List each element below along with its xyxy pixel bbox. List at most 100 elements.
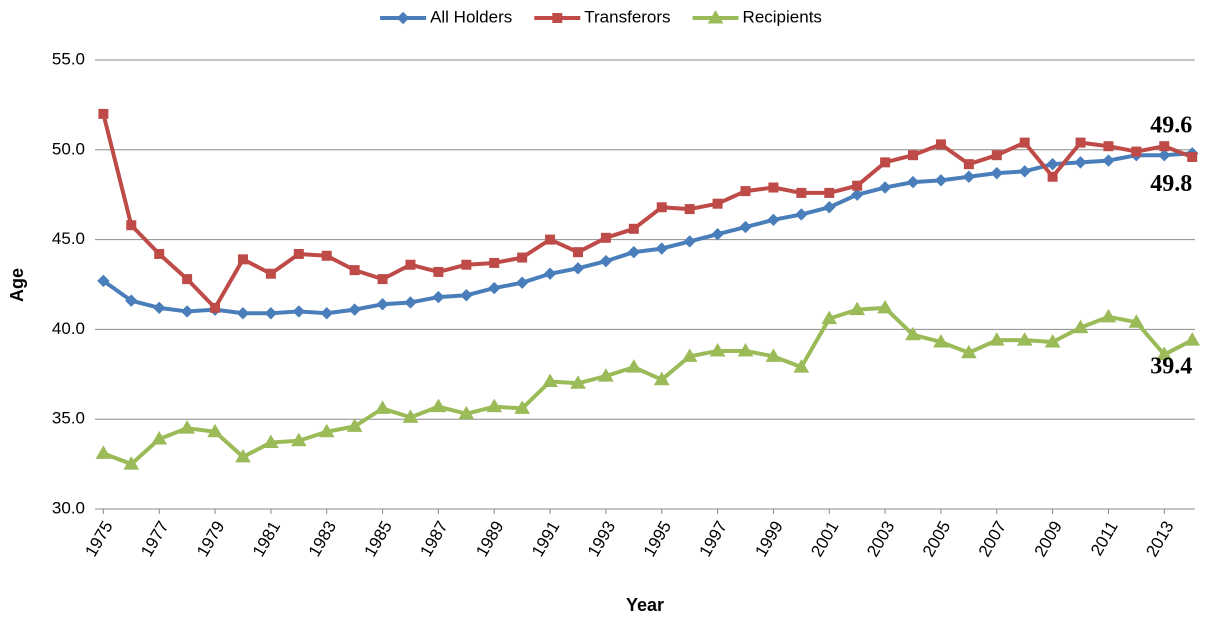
data-point xyxy=(628,223,639,234)
data-point xyxy=(625,359,642,373)
data-point xyxy=(906,175,920,189)
x-tick-label: 1985 xyxy=(361,518,396,560)
data-point xyxy=(1184,332,1201,346)
data-point xyxy=(154,248,165,259)
x-tick-label: 2005 xyxy=(919,518,954,560)
data-point xyxy=(878,181,892,194)
data-point xyxy=(600,232,611,243)
data-point xyxy=(1159,141,1170,152)
data-point xyxy=(432,290,445,304)
data-point xyxy=(1102,154,1115,167)
data-point xyxy=(905,326,921,341)
x-tick-label: 1977 xyxy=(137,518,172,560)
end-label: 39.4 xyxy=(1150,354,1192,380)
data-point xyxy=(1075,137,1086,148)
data-point xyxy=(515,276,529,289)
data-point xyxy=(125,294,138,307)
data-point xyxy=(1072,319,1089,334)
data-point xyxy=(627,245,641,259)
data-point xyxy=(374,400,391,414)
data-point xyxy=(349,265,360,276)
data-point xyxy=(795,208,808,221)
data-point xyxy=(405,259,416,270)
x-tick-label: 1981 xyxy=(249,518,284,560)
data-point xyxy=(1103,141,1114,152)
data-point xyxy=(877,299,893,314)
data-point xyxy=(934,174,948,187)
data-point xyxy=(237,254,248,265)
x-tick-label: 1993 xyxy=(584,518,619,560)
data-point xyxy=(207,423,223,438)
series-line xyxy=(102,151,1193,316)
data-point xyxy=(908,150,919,161)
data-point xyxy=(545,234,556,245)
data-point xyxy=(514,400,531,414)
data-point xyxy=(849,301,866,316)
data-point xyxy=(796,187,807,198)
legend-item: Transferors xyxy=(534,7,671,26)
x-tick-label: 2007 xyxy=(975,518,1010,560)
data-point xyxy=(290,432,307,447)
data-point xyxy=(320,307,333,320)
legend-label: Recipients xyxy=(743,7,822,26)
data-point xyxy=(823,201,836,214)
data-point xyxy=(461,259,472,270)
data-point xyxy=(1044,333,1061,348)
data-point xyxy=(235,448,251,463)
data-point xyxy=(488,281,501,295)
data-point xyxy=(98,108,109,119)
data-point xyxy=(321,250,332,261)
data-point xyxy=(97,274,110,288)
data-point xyxy=(123,456,140,470)
data-point xyxy=(1131,146,1142,157)
x-tick-label: 1995 xyxy=(640,518,675,560)
data-point xyxy=(991,150,1002,161)
data-point xyxy=(656,202,667,213)
data-point xyxy=(402,409,419,423)
data-point xyxy=(1074,156,1087,169)
data-point xyxy=(880,157,891,168)
data-point xyxy=(543,267,557,280)
data-point xyxy=(486,398,503,413)
data-point xyxy=(293,248,304,259)
data-point xyxy=(153,301,166,315)
data-point xyxy=(263,434,279,449)
x-axis-title: Year xyxy=(626,595,664,615)
legend-marker xyxy=(552,13,563,23)
data-point xyxy=(95,445,112,459)
y-tick-label: 35.0 xyxy=(52,409,85,428)
data-point xyxy=(346,418,363,432)
data-point xyxy=(599,254,613,268)
data-point xyxy=(793,359,810,373)
y-tick-label: 50.0 xyxy=(52,139,85,158)
data-point xyxy=(684,204,695,215)
data-point xyxy=(933,333,949,348)
x-tick-label: 1979 xyxy=(193,518,228,560)
data-point xyxy=(151,430,168,445)
data-point xyxy=(182,274,193,285)
data-point xyxy=(1128,314,1145,328)
x-tick-label: 2013 xyxy=(1142,518,1177,560)
data-point xyxy=(935,139,946,150)
data-point xyxy=(739,220,752,234)
data-point xyxy=(824,187,835,198)
data-point xyxy=(572,247,583,258)
data-point xyxy=(1156,346,1173,361)
data-point xyxy=(683,235,696,248)
x-tick-label: 1975 xyxy=(81,518,116,560)
data-point xyxy=(292,305,306,318)
legend-marker xyxy=(396,11,410,25)
series-line xyxy=(102,305,1194,467)
legend-item: All Holders xyxy=(380,7,512,26)
series-line xyxy=(101,113,1193,310)
data-point xyxy=(740,186,751,197)
data-point xyxy=(767,213,780,227)
data-point xyxy=(571,262,585,275)
data-point xyxy=(711,228,724,241)
data-point xyxy=(430,398,447,413)
data-point xyxy=(1158,148,1171,162)
data-point xyxy=(458,405,475,420)
data-point xyxy=(653,371,670,386)
data-point xyxy=(179,420,196,434)
data-point xyxy=(681,348,698,362)
